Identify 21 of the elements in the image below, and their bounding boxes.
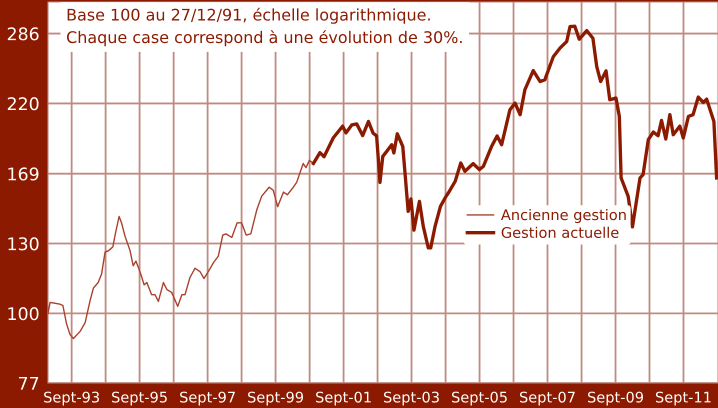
x-tick-label: Sept-11 bbox=[656, 392, 711, 406]
y-tick-label: 130 bbox=[8, 237, 39, 250]
y-tick-label: 286 bbox=[8, 27, 39, 40]
line-series bbox=[312, 24, 718, 250]
x-tick-label: Sept-03 bbox=[384, 392, 439, 406]
x-tick-label: Sept-97 bbox=[180, 392, 235, 406]
y-tick-label: 100 bbox=[8, 307, 39, 320]
x-tick-label: Sept-07 bbox=[520, 392, 575, 406]
text: Base 100 au 27/12/91, échelle logarithmique. Chaque case correspond à une évolution de 30%. bbox=[66, 8, 462, 46]
y-tick-label: 220 bbox=[8, 97, 39, 110]
line-series bbox=[48, 160, 314, 340]
x-tick-label: Sept-95 bbox=[112, 392, 167, 406]
x-tick-label: Sept-01 bbox=[316, 392, 371, 406]
x-tick-label: Sept-05 bbox=[452, 392, 507, 406]
x-tick-label: Sept-09 bbox=[588, 392, 644, 406]
legend-label: Gestion actuelle bbox=[502, 226, 618, 238]
legend-label: Ancienne gestion bbox=[500, 208, 626, 224]
y-tick-label: 77 bbox=[19, 376, 38, 390]
x-tick-label: Sept-93 bbox=[44, 392, 99, 406]
x-tick-label: Sept-99 bbox=[248, 392, 304, 406]
y-tick-label: 169 bbox=[8, 167, 38, 181]
